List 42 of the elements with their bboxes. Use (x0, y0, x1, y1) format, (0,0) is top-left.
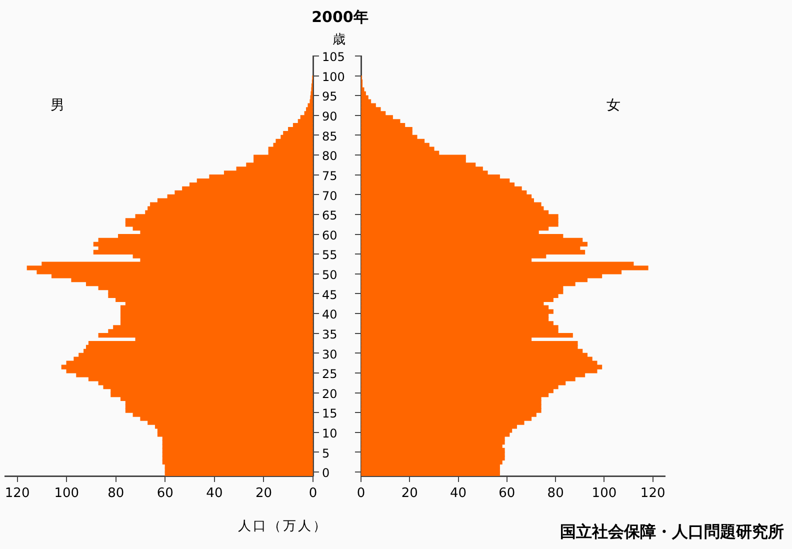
x-tick-label: 40 (206, 486, 223, 502)
y-tick-label: 60 (322, 228, 338, 242)
y-tick-label: 50 (322, 268, 338, 282)
x-tick-label: 120 (640, 486, 666, 502)
x-tick-label: 60 (498, 486, 516, 502)
y-tick-label: 75 (322, 168, 338, 183)
y-tick-label: 20 (322, 386, 338, 401)
x-tick-label: 20 (401, 486, 418, 502)
x-tick-label: 0 (356, 486, 366, 502)
y-tick-label: 80 (322, 149, 338, 164)
text: 男 (50, 98, 64, 114)
y-tick-label: 35 (322, 327, 338, 342)
x-tick-label: 80 (108, 486, 124, 502)
y-tick-label: 100 (322, 70, 345, 84)
x-tick-label: 40 (450, 486, 467, 502)
y-tick-label: 105 (322, 50, 345, 64)
y-axis-title: 歳 (332, 32, 346, 48)
y-tick-label: 25 (322, 367, 338, 382)
y-tick-label: 5 (322, 446, 330, 460)
x-tick-label: 120 (4, 486, 30, 502)
y-tick-label: 45 (322, 288, 338, 302)
x-tick-label: 100 (54, 486, 80, 502)
text: 国立社会保障・人口問題研究所 (560, 522, 784, 543)
x-axis-title: 人口（万人） (238, 518, 328, 535)
text: 女 (606, 98, 620, 114)
y-tick-label: 55 (322, 248, 338, 262)
y-tick-label: 30 (322, 347, 338, 362)
y-tick-label: 95 (322, 90, 338, 104)
chart-title: 2000年 (310, 8, 370, 27)
y-tick-label: 90 (322, 110, 338, 124)
y-tick-label: 65 (322, 208, 338, 223)
y-tick-label: 15 (322, 406, 338, 421)
x-tick-label: 60 (156, 486, 174, 502)
x-tick-label: 80 (547, 486, 564, 502)
x-tick-label: 20 (255, 486, 272, 502)
y-tick-label: 85 (322, 129, 338, 144)
y-tick-label: 10 (322, 426, 338, 441)
y-tick-label: 70 (322, 188, 338, 203)
y-tick-label: 40 (322, 308, 338, 322)
y-tick-label: 0 (322, 466, 330, 480)
x-tick-label: 100 (592, 486, 617, 502)
x-tick-label: 0 (308, 486, 318, 502)
